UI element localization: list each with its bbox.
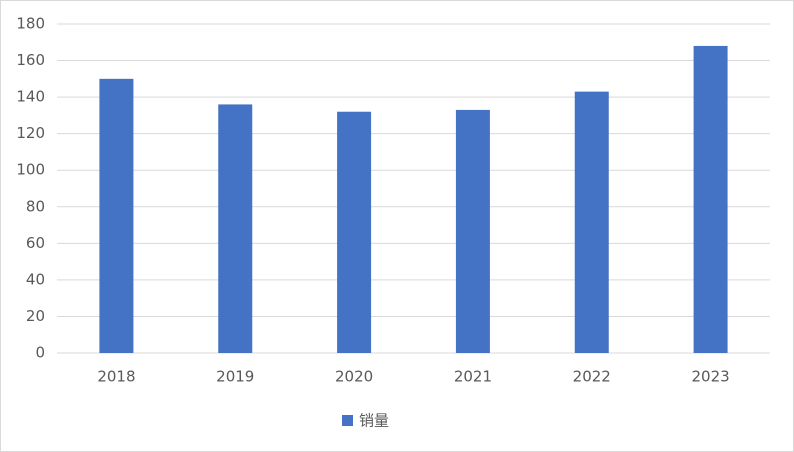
y-tick-label: 80 (26, 197, 45, 215)
y-tick-label: 180 (16, 15, 45, 33)
bar (455, 109, 490, 354)
y-tick-label: 120 (16, 124, 45, 142)
bar (574, 91, 609, 353)
legend-swatch (342, 415, 353, 426)
x-tick-label: 2018 (97, 368, 135, 386)
x-tick-label: 2020 (335, 368, 373, 386)
legend-label: 销量 (359, 412, 389, 430)
y-tick-label: 20 (26, 307, 45, 325)
bar (218, 104, 253, 353)
bar (337, 111, 372, 353)
bar (99, 78, 134, 353)
x-tick-label: 2021 (454, 368, 492, 386)
y-tick-label: 60 (26, 234, 45, 252)
x-tick-label: 2019 (216, 368, 254, 386)
y-tick-label: 100 (16, 161, 45, 179)
y-tick-label: 40 (26, 270, 45, 288)
y-tick-label: 0 (35, 344, 45, 362)
y-tick-label: 140 (16, 88, 45, 106)
bar (693, 45, 728, 353)
x-tick-label: 2023 (691, 368, 729, 386)
x-tick-label: 2022 (573, 368, 611, 386)
y-tick-label: 160 (16, 51, 45, 69)
